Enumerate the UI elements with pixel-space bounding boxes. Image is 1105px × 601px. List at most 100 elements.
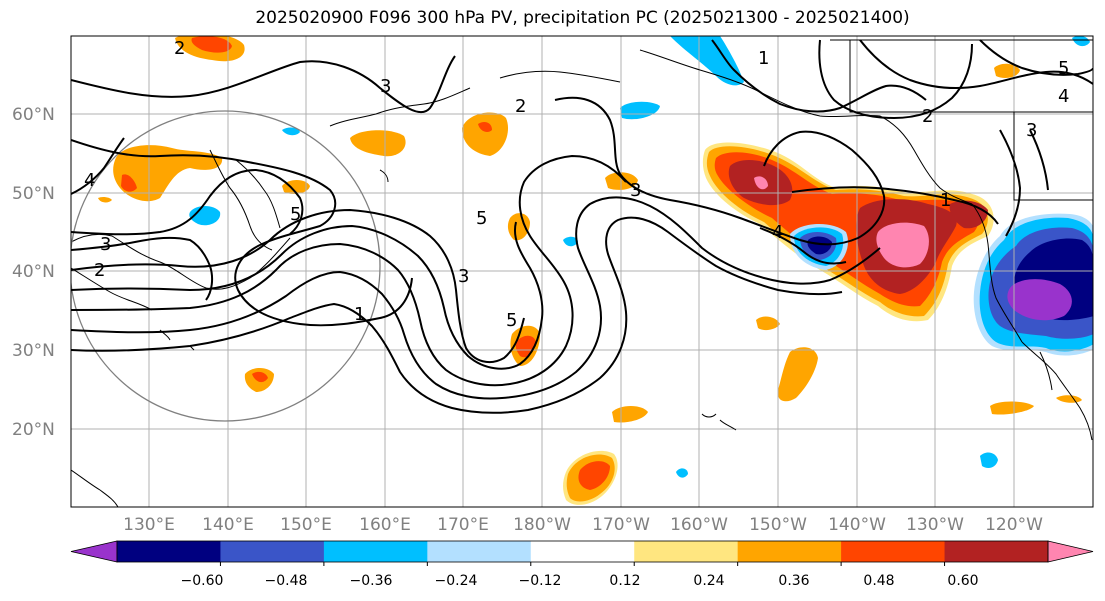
lon-label: 150°W <box>749 515 807 535</box>
coastline <box>830 39 1093 201</box>
contour-label: 4 <box>84 170 95 191</box>
coastline <box>499 70 621 83</box>
colorbar-tick-label: −0.60 <box>180 573 224 589</box>
pv-contour-line <box>71 208 525 364</box>
precip-positive-area <box>507 213 530 241</box>
precip-positive-area <box>578 461 610 490</box>
colorbar-tick-label: −0.48 <box>264 573 308 589</box>
contour-label: 1 <box>354 304 365 325</box>
lon-label: 130°W <box>906 515 964 535</box>
lat-label: 60°N <box>12 105 55 125</box>
precip-positive-area <box>98 196 112 203</box>
colorbar-bin <box>220 541 325 562</box>
precip-negative-area <box>1007 279 1072 321</box>
colorbar <box>70 540 1094 566</box>
precip-positive-area <box>113 145 223 202</box>
contour-labels: 2 4 3 2 5 1 3 2 5 3 5 3 1 4 2 3 1 5 4 <box>84 38 1069 331</box>
lon-label: 170°E <box>437 515 489 535</box>
contour-label: 3 <box>380 76 391 97</box>
pv-contour-line <box>71 221 544 370</box>
colorbar-tick-label: −0.24 <box>434 573 478 589</box>
precip-negative-area <box>189 206 221 226</box>
contour-label: 4 <box>772 222 783 243</box>
lon-label: 180°W <box>513 515 571 535</box>
pv-contour-line <box>818 39 973 120</box>
contour-label: 3 <box>630 180 641 201</box>
precip-positive-area <box>282 180 310 194</box>
contour-label: 5 <box>1058 58 1069 79</box>
lon-label: 120°W <box>985 515 1043 535</box>
map-frame <box>70 35 1094 508</box>
pv-contour-line <box>71 196 881 400</box>
pv-contour-line <box>759 227 847 265</box>
contour-label: 5 <box>290 204 301 225</box>
precip-negative-area <box>676 468 688 478</box>
contour-label: 3 <box>458 266 469 287</box>
contour-label: 2 <box>922 106 933 127</box>
lon-label: 140°E <box>202 515 254 535</box>
pv-contours <box>71 39 1093 414</box>
precip-negative-area <box>563 236 578 247</box>
pv-contour-line <box>71 216 843 414</box>
coastline <box>71 267 153 311</box>
precip-positive-area <box>191 36 232 53</box>
coastline <box>879 115 973 205</box>
precip-positive-area <box>754 176 768 190</box>
lat-label: 20°N <box>12 420 55 440</box>
pv-contour-line <box>979 39 1093 76</box>
precip-negative-area <box>620 101 660 120</box>
colorbar-bin <box>841 541 946 562</box>
coastline <box>971 203 1023 343</box>
lat-label: 40°N <box>12 262 55 282</box>
colorbar-tick-label: 0.48 <box>863 573 895 589</box>
pv-contour-line <box>711 39 927 113</box>
colorbar-bin <box>634 541 739 562</box>
domain-circle <box>71 110 381 422</box>
lat-label: 50°N <box>12 184 55 204</box>
colorbar-bin <box>944 541 1049 562</box>
precip-positive-area <box>252 371 268 383</box>
coastline <box>329 87 471 127</box>
precipitation-shading <box>98 36 1093 505</box>
contour-label: 2 <box>515 96 526 117</box>
contour-label: 4 <box>1058 86 1069 107</box>
precip-positive-area <box>1056 395 1082 403</box>
chart-title: 2025020900 F096 300 hPa PV, precipitatio… <box>255 8 910 28</box>
precip-positive-area <box>121 174 137 192</box>
precip-negative-area <box>807 236 832 255</box>
lat-label: 30°N <box>12 341 55 361</box>
coastline <box>701 413 737 431</box>
contour-label: 5 <box>476 208 487 229</box>
pv-contour-line <box>791 186 999 225</box>
coastline <box>1039 351 1053 391</box>
lon-label: 130°E <box>123 515 175 535</box>
contour-label: 5 <box>506 310 517 331</box>
lon-label: 140°W <box>828 515 886 535</box>
lon-label: 150°E <box>280 515 332 535</box>
pv-contour-line <box>71 236 214 301</box>
contour-label: 2 <box>174 38 185 59</box>
colorbar-bin <box>737 541 842 562</box>
colorbar-tick-label: −0.36 <box>349 573 393 589</box>
contour-label: 1 <box>940 190 951 211</box>
pv-contour-line <box>71 154 627 387</box>
coastline <box>209 149 273 251</box>
pv-contour-line <box>859 39 1093 89</box>
precip-negative-area <box>670 36 744 86</box>
precip-negative-area <box>282 127 300 136</box>
lon-label: 170°W <box>592 515 650 535</box>
colorbar-arrow-max <box>1047 540 1094 563</box>
colorbar-outline <box>116 540 1049 563</box>
pv-contour-line <box>71 168 304 236</box>
colorbar-bin <box>530 541 635 562</box>
precip-negative-area <box>1072 36 1090 47</box>
precip-positive-area <box>777 347 818 402</box>
coastline <box>379 169 389 183</box>
coastline <box>71 469 119 507</box>
colorbar-tick-label: 0.12 <box>609 573 641 589</box>
lon-label: 160°W <box>670 515 728 535</box>
colorbar-tick-label: 0.24 <box>693 573 725 589</box>
colorbar-bin <box>323 541 428 562</box>
contour-label: 3 <box>1026 120 1037 141</box>
